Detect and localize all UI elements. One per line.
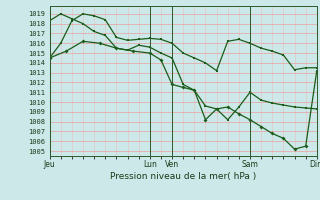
X-axis label: Pression niveau de la mer( hPa ): Pression niveau de la mer( hPa ) [110,172,256,181]
